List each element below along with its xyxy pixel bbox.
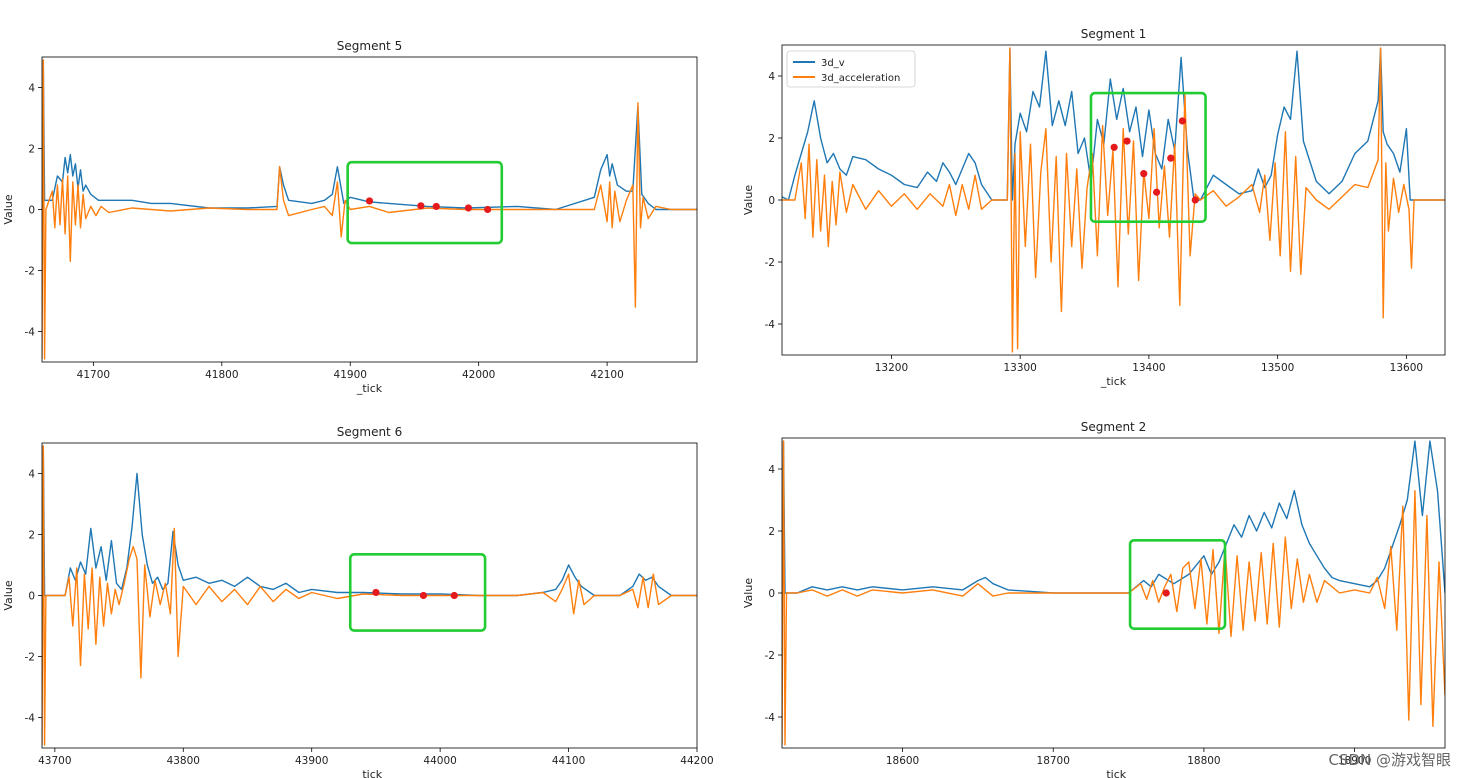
y-tick-label: 2 bbox=[28, 530, 35, 542]
x-tick-label: 18900 bbox=[1338, 755, 1371, 767]
event-marker bbox=[1153, 188, 1161, 196]
y-tick-label: 2 bbox=[768, 133, 775, 145]
highlight-box bbox=[348, 553, 487, 632]
chart-title: Segment 2 bbox=[1081, 420, 1146, 434]
y-tick-label: -2 bbox=[765, 650, 775, 662]
series-line-3d_acceleration bbox=[42, 59, 697, 360]
chart-title: Segment 6 bbox=[337, 425, 402, 439]
y-axis-label: Value bbox=[2, 580, 15, 610]
x-tick-label: 13200 bbox=[875, 362, 908, 374]
event-marker bbox=[365, 197, 374, 205]
x-tick-label: 44000 bbox=[423, 755, 456, 767]
series-line-3d_acceleration bbox=[42, 445, 697, 746]
y-tick-label: 0 bbox=[768, 588, 775, 600]
plot-frame bbox=[41, 56, 698, 363]
y-tick-label: -2 bbox=[25, 266, 35, 278]
chart-panel-3: Segment 6 43700 43800 43900 44000 44100 44200 -… bbox=[2, 425, 714, 778]
event-marker bbox=[1178, 117, 1186, 125]
event-marker bbox=[484, 205, 492, 214]
x-tick-label: 43900 bbox=[295, 755, 328, 767]
x-tick-label: 43800 bbox=[167, 755, 200, 767]
x-tick-label: 44200 bbox=[680, 755, 713, 767]
x-tick-label: 13600 bbox=[1390, 362, 1423, 374]
chart-panel-4: Segment 2 18600 18700 18800 18900 -4 -2 0 2 4 _tic… bbox=[742, 420, 1446, 778]
event-marker bbox=[417, 202, 425, 210]
x-axis-label: _tick bbox=[356, 382, 383, 395]
x-tick-label: 13400 bbox=[1132, 362, 1165, 374]
series-line-3d_v bbox=[782, 440, 1445, 594]
legend-label-3d_acceleration: 3d_acceleration bbox=[821, 73, 900, 84]
y-tick-label: -4 bbox=[765, 712, 776, 724]
event-marker bbox=[1123, 137, 1131, 145]
chart-title: Segment 5 bbox=[337, 39, 402, 53]
series-line-3d_v bbox=[42, 445, 697, 597]
series-line-3d_v bbox=[782, 47, 1445, 201]
x-axis-label: _tick bbox=[356, 768, 383, 778]
y-tick-label: 2 bbox=[28, 144, 35, 156]
x-tick-label: 42100 bbox=[590, 369, 623, 381]
x-axis-label: _tick bbox=[1100, 768, 1127, 778]
event-marker bbox=[1191, 196, 1199, 204]
x-axis-label: _tick bbox=[1100, 375, 1127, 388]
watermark: CSDN @游戏智眼 bbox=[1328, 751, 1451, 769]
event-marker bbox=[464, 204, 472, 212]
event-marker bbox=[1110, 143, 1118, 151]
x-tick-label: 43700 bbox=[38, 755, 71, 767]
y-tick-label: -2 bbox=[25, 652, 35, 664]
event-marker bbox=[1140, 170, 1148, 178]
series-line-3d_v bbox=[42, 59, 697, 211]
x-tick-label: 18600 bbox=[886, 755, 919, 767]
y-tick-label: 4 bbox=[768, 464, 775, 476]
highlight-box bbox=[346, 160, 504, 245]
event-marker bbox=[450, 591, 458, 600]
y-tick-label: 2 bbox=[768, 526, 775, 538]
y-axis-label: Value bbox=[742, 578, 755, 608]
event-marker bbox=[432, 202, 440, 211]
chart-panel-2: Segment 1 13200 13300 13400 13500 13600 -4 -2 0 2… bbox=[742, 27, 1446, 388]
chart-title: Segment 1 bbox=[1081, 27, 1146, 41]
series-line-3d_acceleration bbox=[782, 47, 1445, 353]
event-marker bbox=[1167, 154, 1175, 162]
event-marker bbox=[372, 588, 380, 597]
x-tick-label: 41700 bbox=[77, 369, 110, 381]
y-tick-label: 4 bbox=[28, 83, 35, 95]
y-tick-label: 0 bbox=[768, 195, 775, 207]
y-tick-label: -4 bbox=[25, 713, 36, 725]
highlight-box bbox=[1089, 91, 1207, 223]
event-marker bbox=[1162, 589, 1170, 597]
y-tick-label: 4 bbox=[28, 469, 35, 481]
y-tick-label: 4 bbox=[768, 71, 775, 83]
plot-frame bbox=[781, 44, 1446, 356]
series-line-3d_acceleration bbox=[782, 440, 1445, 746]
x-tick-label: 13500 bbox=[1261, 362, 1294, 374]
event-marker bbox=[419, 591, 428, 600]
highlight-box bbox=[1128, 538, 1227, 630]
chart-panel-1: Segment 5 41700 41800 41900 42000 42100 -4 -2 0 2… bbox=[2, 39, 698, 395]
x-tick-label: 44100 bbox=[552, 755, 585, 767]
x-tick-label: 41800 bbox=[205, 369, 238, 381]
y-tick-label: -4 bbox=[25, 327, 36, 339]
x-tick-label: 18700 bbox=[1037, 755, 1070, 767]
y-tick-label: 0 bbox=[28, 591, 35, 603]
legend-box bbox=[786, 50, 916, 88]
y-tick-label: 0 bbox=[28, 205, 35, 217]
x-tick-label: 41900 bbox=[334, 369, 367, 381]
x-tick-label: 13300 bbox=[1003, 362, 1036, 374]
y-axis-label: Value bbox=[742, 185, 755, 215]
y-axis-label: Value bbox=[2, 194, 15, 224]
y-tick-label: -2 bbox=[765, 257, 775, 269]
x-tick-label: 18800 bbox=[1187, 755, 1220, 767]
legend-label-3d_v: 3d_v bbox=[821, 58, 845, 69]
x-tick-label: 42000 bbox=[462, 369, 495, 381]
y-tick-label: -4 bbox=[765, 319, 776, 331]
